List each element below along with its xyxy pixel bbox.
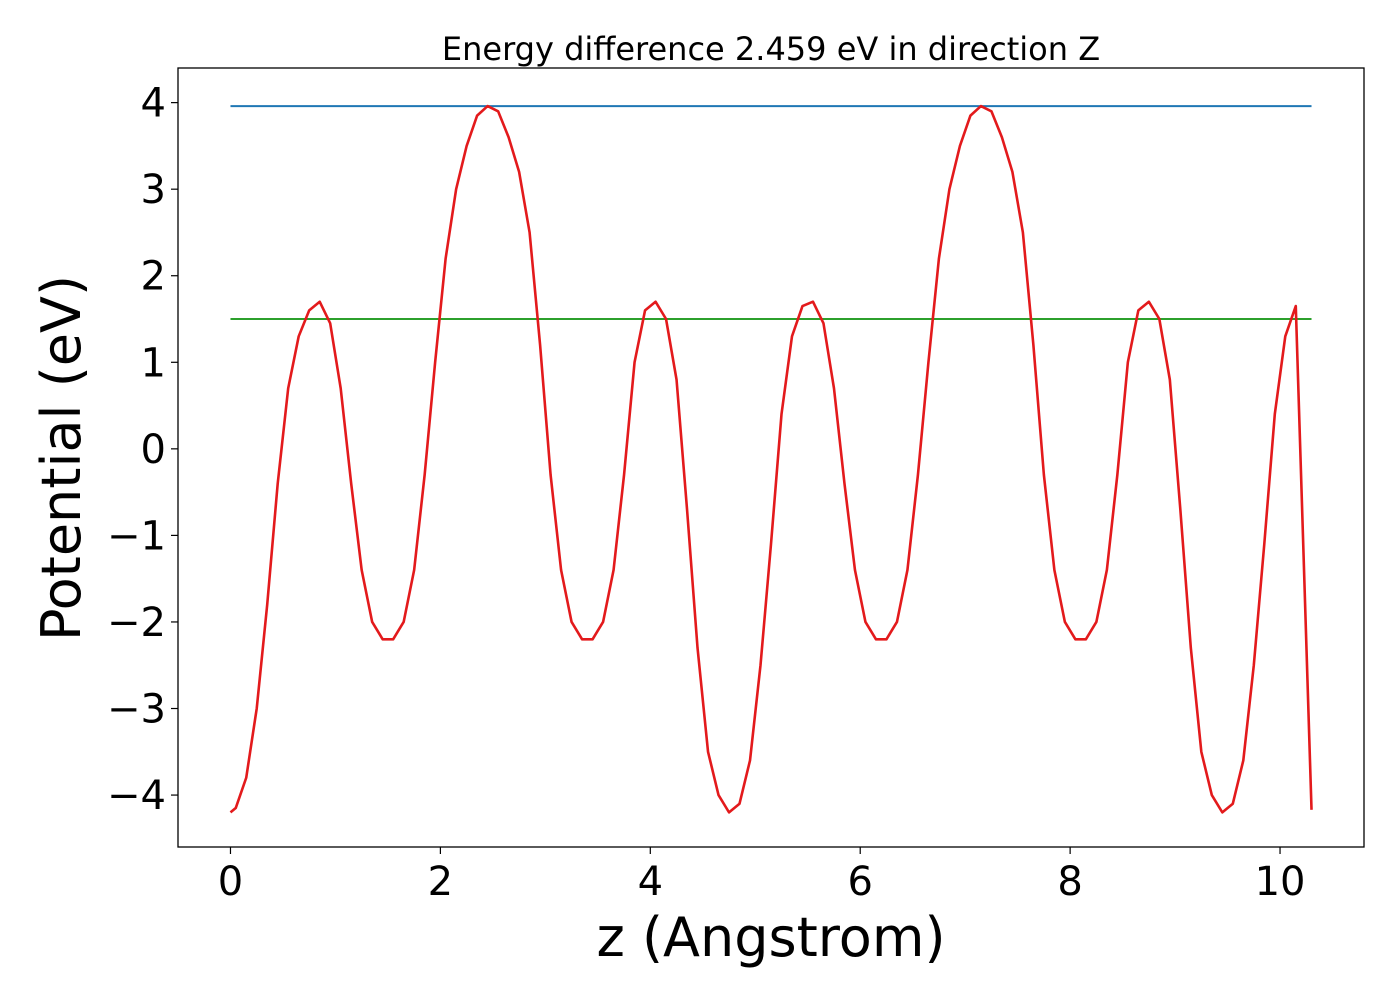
plot-series-group	[229, 104, 1313, 814]
x-tick-label: 2	[428, 859, 453, 905]
x-tick-label: 6	[847, 859, 872, 905]
x-axis-label: z (Angstrom)	[596, 906, 945, 969]
x-axis-ticks: 0 2 4 6 8 10	[218, 847, 1306, 905]
y-tick-label: −2	[107, 600, 166, 646]
series-line-2	[229, 104, 1313, 814]
y-tick-label: −1	[107, 513, 166, 559]
x-tick-label: 8	[1057, 859, 1082, 905]
y-tick-label: −3	[107, 687, 166, 733]
y-tick-label: 4	[141, 81, 166, 127]
y-tick-label: 0	[141, 427, 166, 473]
plot-area-frame	[177, 67, 1365, 848]
chart-title: Energy difference 2.459 eV in direction …	[442, 30, 1100, 68]
x-tick-label: 4	[638, 859, 663, 905]
x-tick-label: 0	[218, 859, 243, 905]
x-tick-label: 10	[1255, 859, 1306, 905]
y-tick-label: −4	[107, 773, 166, 819]
y-tick-label: 2	[141, 254, 166, 300]
y-axis-ticks: −4 −3 −2 −1 0 1 2 3 4	[107, 81, 178, 819]
y-tick-label: 3	[141, 167, 166, 213]
y-tick-label: 1	[141, 340, 166, 386]
y-axis-label: Potential (eV)	[30, 275, 93, 641]
